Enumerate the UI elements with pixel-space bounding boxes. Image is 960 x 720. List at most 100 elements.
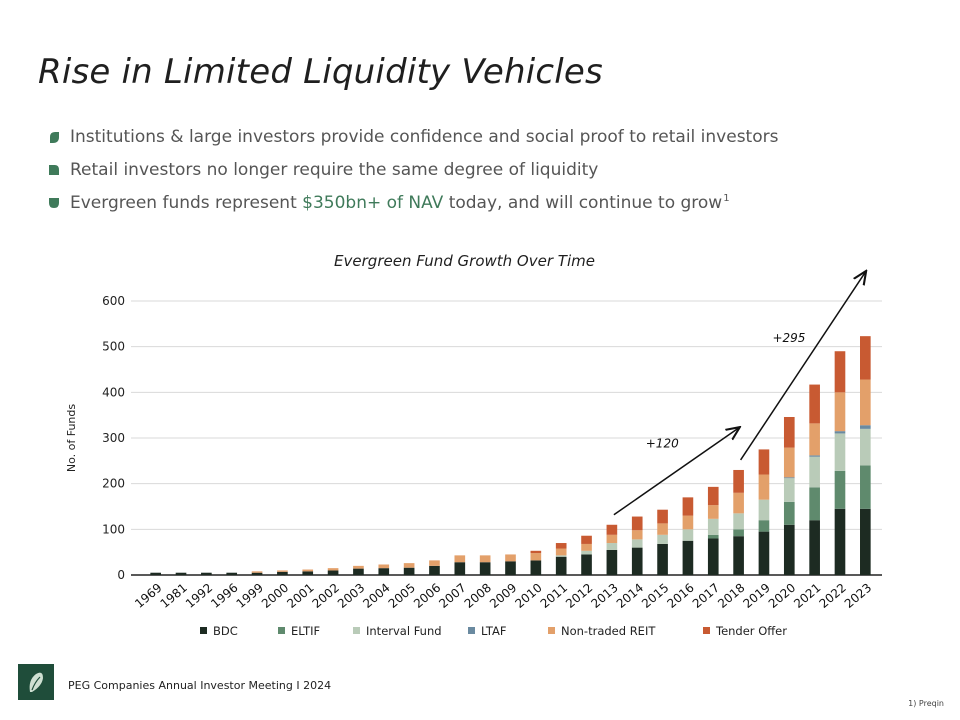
bar-segment (809, 384, 820, 424)
growth-arrow (613, 428, 739, 516)
legend-swatch (468, 627, 475, 634)
y-tick-label: 0 (117, 568, 125, 582)
legend-swatch (548, 627, 555, 634)
bar-segment (353, 568, 364, 575)
bar-segment (860, 465, 871, 509)
bar-segment (378, 568, 390, 575)
x-tick-label: 2005 (386, 581, 418, 611)
leaf-bullet-icon (49, 197, 59, 208)
bar-segment (403, 563, 415, 568)
nav-highlight: $350bn+ of NAV (302, 192, 444, 213)
bar-segment (555, 556, 567, 575)
bar-segment (834, 392, 846, 432)
bar-segment (758, 449, 770, 475)
bar-segment (251, 572, 263, 575)
bullet-text: Evergreen funds represent $350bn+ of NAV… (70, 192, 730, 213)
company-logo (18, 664, 54, 700)
bar-segment (657, 543, 668, 575)
x-tick-label: 1996 (208, 581, 240, 611)
x-tick-label: 1992 (183, 581, 215, 611)
y-axis-label: No. of Funds (65, 404, 78, 473)
evergreen-fund-chart: Evergreen Fund Growth Over Time 0 100 200 30… (65, 252, 882, 638)
bar-segment (783, 501, 795, 525)
legend-label: BDC (213, 624, 238, 638)
x-tick-label: 2013 (588, 581, 620, 611)
legend-label: ELTIF (291, 624, 320, 638)
x-tick-label: 2022 (817, 581, 849, 611)
legend-label: LTAF (481, 624, 506, 638)
x-tick-label: 2001 (284, 581, 316, 611)
bar-segment (657, 509, 668, 524)
y-tick-label: 500 (102, 340, 125, 354)
bar-segment (555, 543, 567, 549)
bar-segment (454, 562, 466, 575)
bar-segment (277, 570, 288, 572)
leaf-logo-icon (29, 672, 43, 692)
bar-segment (403, 567, 415, 575)
bar-segment (758, 499, 770, 521)
bar-segment (834, 508, 846, 575)
x-tick-label: 2009 (487, 581, 519, 611)
x-tick-label: 2006 (411, 581, 443, 611)
legend-item: LTAF (468, 624, 506, 638)
bullet-item: Institutions & large investors provide c… (48, 120, 928, 153)
bar-segment (479, 562, 491, 575)
bar-segment (631, 530, 643, 540)
leaf-bullet-icon (49, 164, 59, 175)
bar-segment (682, 529, 694, 541)
bullet-text: Institutions & large investors provide c… (70, 126, 779, 147)
bar-segment (150, 572, 161, 575)
legend-label: Interval Fund (366, 624, 442, 638)
bar-segment (581, 550, 592, 555)
chart-title: Evergreen Fund Growth Over Time (334, 252, 595, 270)
x-tick-label: 2010 (512, 581, 544, 611)
bar-segment (302, 571, 314, 575)
legend-item: Non-traded REIT (548, 624, 656, 638)
bar-segment (606, 534, 618, 544)
bar-segment (783, 478, 795, 502)
x-tick-label: 2000 (259, 581, 291, 611)
bar-segment (733, 536, 744, 575)
bar-segment (201, 572, 212, 575)
growth-annotation: +120 (646, 436, 679, 450)
bar-segment (657, 534, 668, 544)
bar-segment (809, 423, 820, 456)
legend-item: Interval Fund (353, 624, 442, 638)
bar-segment (809, 487, 820, 521)
bar-segment (733, 492, 744, 514)
bar-segment (429, 560, 440, 566)
bar-segment (581, 535, 592, 544)
x-tick-label: 2019 (740, 581, 772, 611)
legend-item: BDC (200, 624, 238, 638)
bar-segment (707, 518, 719, 535)
bar-segment (581, 543, 592, 551)
bar-segment (606, 524, 618, 535)
bar-segment (783, 416, 795, 448)
bar-segment (606, 543, 618, 550)
footnote: 1) Preqin (908, 699, 944, 708)
bar-segment (530, 553, 542, 561)
x-tick-label: 1999 (234, 581, 266, 611)
bar-segment (631, 516, 643, 531)
y-tick-label: 100 (102, 522, 125, 536)
bar-segment (860, 379, 871, 426)
bar-segment (758, 531, 770, 575)
bar-segment (834, 351, 846, 393)
bar-segment (860, 425, 871, 429)
legend-label: Tender Offer (715, 624, 787, 638)
bar-segment (707, 505, 719, 519)
bar-segment (175, 572, 187, 575)
x-tick-label: 2017 (690, 581, 722, 611)
bar-segment (682, 497, 694, 516)
bar-segment (631, 539, 643, 548)
footer-text: PEG Companies Annual Investor Meeting I … (68, 679, 332, 692)
bar-segment (302, 569, 314, 572)
legend-swatch (200, 627, 207, 634)
x-tick-label: 2012 (563, 581, 595, 611)
y-tick-label: 300 (102, 431, 125, 445)
legend-swatch (278, 627, 285, 634)
bar-segment (834, 433, 846, 471)
y-tick-label: 600 (102, 294, 125, 308)
bar-segment (505, 554, 516, 562)
bar-segment (682, 540, 694, 575)
